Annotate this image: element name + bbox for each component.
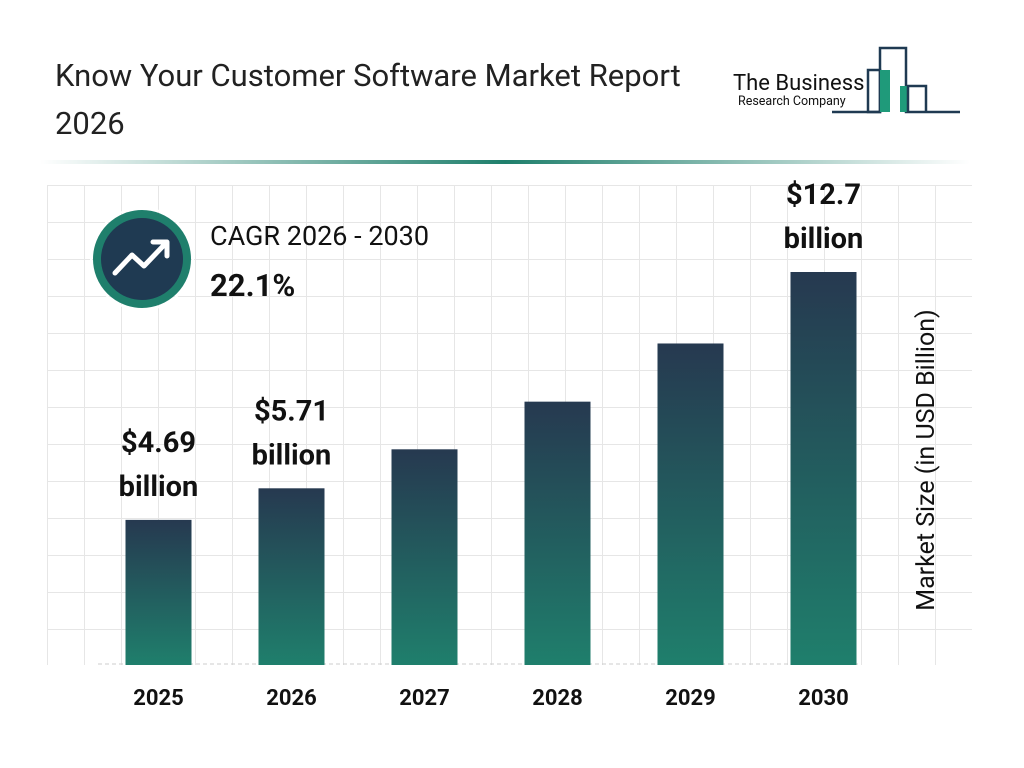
bar (524, 401, 591, 665)
bar (790, 272, 857, 665)
bar (125, 519, 192, 665)
logo (832, 46, 960, 114)
cagr-value: 22.1% (210, 267, 295, 304)
x-tick-label: 2029 (665, 686, 716, 711)
x-tick-label: 2030 (798, 686, 849, 711)
x-tick-label: 2025 (133, 686, 184, 711)
cagr-label: CAGR 2026 - 2030 (210, 220, 429, 252)
value-label: $12.7 billion (784, 178, 864, 256)
bar (391, 449, 458, 665)
x-tick-label: 2027 (399, 686, 450, 711)
x-tick-label: 2028 (532, 686, 583, 711)
logo-subtext: Research Company (738, 94, 846, 109)
chart-title: Know Your Customer Software Market Repor… (55, 57, 681, 142)
bar (657, 343, 724, 665)
y-axis-label: Market Size (in USD Billion) (912, 309, 941, 611)
logo-text: The Business (733, 71, 864, 96)
value-label: $5.71 billion (252, 394, 332, 472)
value-label: $4.69 billion (119, 426, 199, 504)
bar (258, 488, 325, 665)
cagr-badge (90, 207, 194, 311)
separator (40, 160, 970, 164)
x-tick-label: 2026 (266, 686, 317, 711)
